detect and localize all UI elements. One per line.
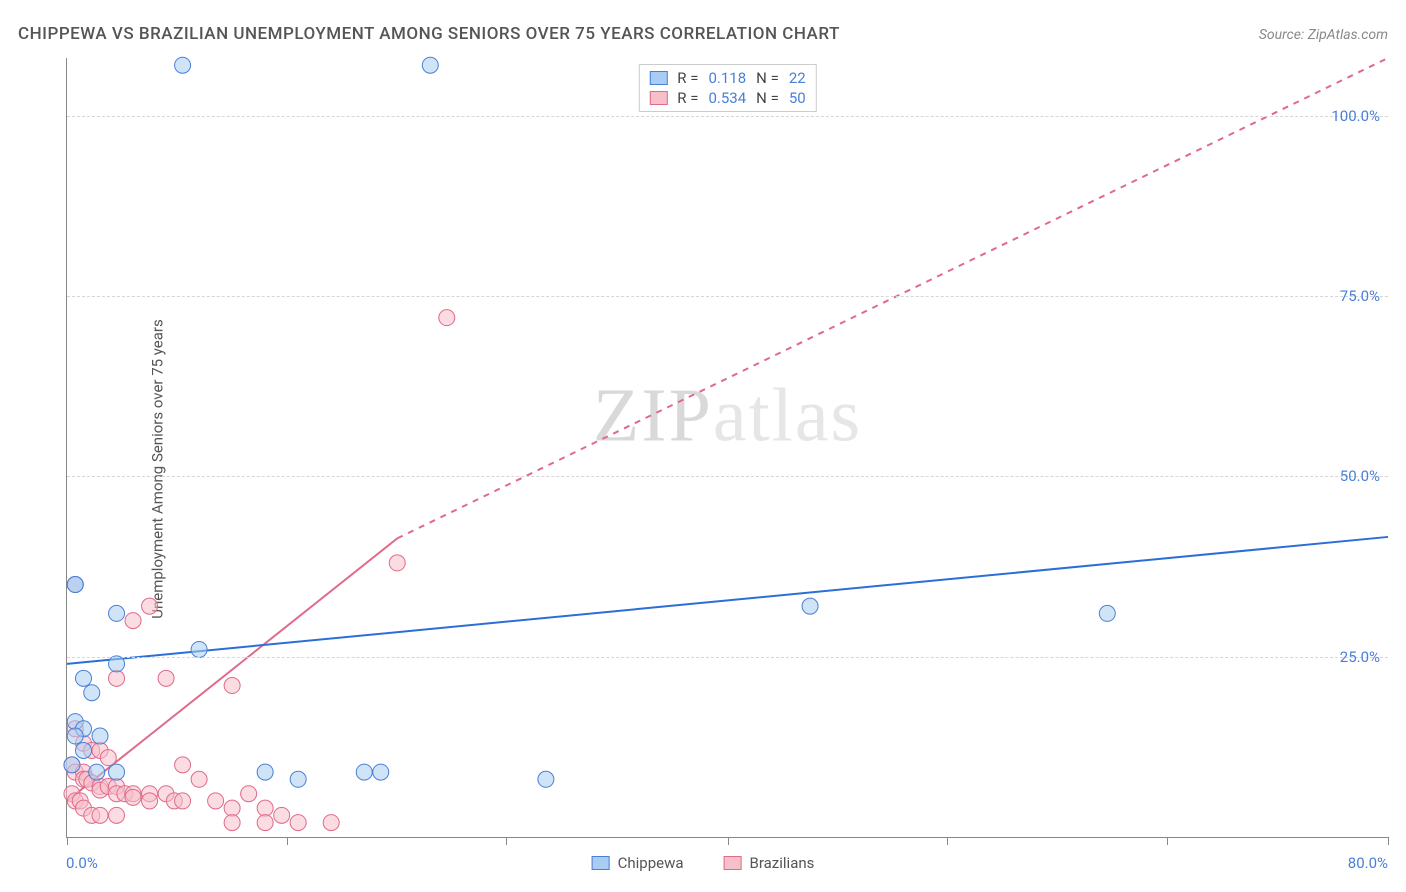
stats-legend-row: R = 0.534 N = 50 (649, 89, 805, 107)
r-value: 0.118 (708, 69, 746, 87)
legend-item-brazilians: Brazilians (724, 854, 815, 872)
chart-header: CHIPPEWA VS BRAZILIAN UNEMPLOYMENT AMONG… (18, 24, 1388, 44)
y-tick-label: 75.0% (1340, 287, 1380, 305)
gridline (67, 116, 1388, 117)
n-value: 50 (789, 89, 806, 107)
y-tick-label: 100.0% (1331, 107, 1380, 125)
r-value: 0.534 (708, 89, 746, 107)
n-label: N = (756, 89, 779, 107)
gridline (67, 657, 1388, 658)
r-label: R = (677, 89, 698, 107)
chart-title: CHIPPEWA VS BRAZILIAN UNEMPLOYMENT AMONG… (18, 24, 840, 44)
series-legend: Chippewa Brazilians (592, 854, 815, 872)
x-tick (728, 837, 729, 845)
n-value: 22 (789, 69, 806, 87)
gridline (67, 476, 1388, 477)
x-tick (1167, 837, 1168, 845)
swatch-chippewa (649, 71, 667, 85)
legend-label: Brazilians (750, 854, 815, 872)
plot-region: ZIPatlas R = 0.118 N = 22 R = 0.534 N = … (66, 58, 1388, 838)
gridline (67, 296, 1388, 297)
stats-legend: R = 0.118 N = 22 R = 0.534 N = 50 (638, 64, 816, 112)
source-label: Source: ZipAtlas.com (1259, 27, 1388, 43)
legend-item-chippewa: Chippewa (592, 854, 684, 872)
n-label: N = (756, 69, 779, 87)
x-tick (506, 837, 507, 845)
r-label: R = (677, 69, 698, 87)
y-tick-label: 25.0% (1340, 648, 1380, 666)
chart-area: Unemployment Among Seniors over 75 years… (18, 58, 1388, 880)
x-tick (1388, 837, 1389, 845)
legend-label: Chippewa (618, 854, 684, 872)
y-tick-label: 50.0% (1340, 467, 1380, 485)
stats-legend-row: R = 0.118 N = 22 (649, 69, 805, 87)
x-axis-min: 0.0% (66, 854, 98, 872)
x-tick (287, 837, 288, 845)
x-axis-max: 80.0% (1348, 854, 1388, 872)
plot-svg (67, 58, 1388, 837)
swatch-brazilians (649, 91, 667, 105)
swatch-chippewa (592, 856, 610, 870)
swatch-brazilians (724, 856, 742, 870)
x-tick (67, 837, 68, 845)
x-tick (947, 837, 948, 845)
